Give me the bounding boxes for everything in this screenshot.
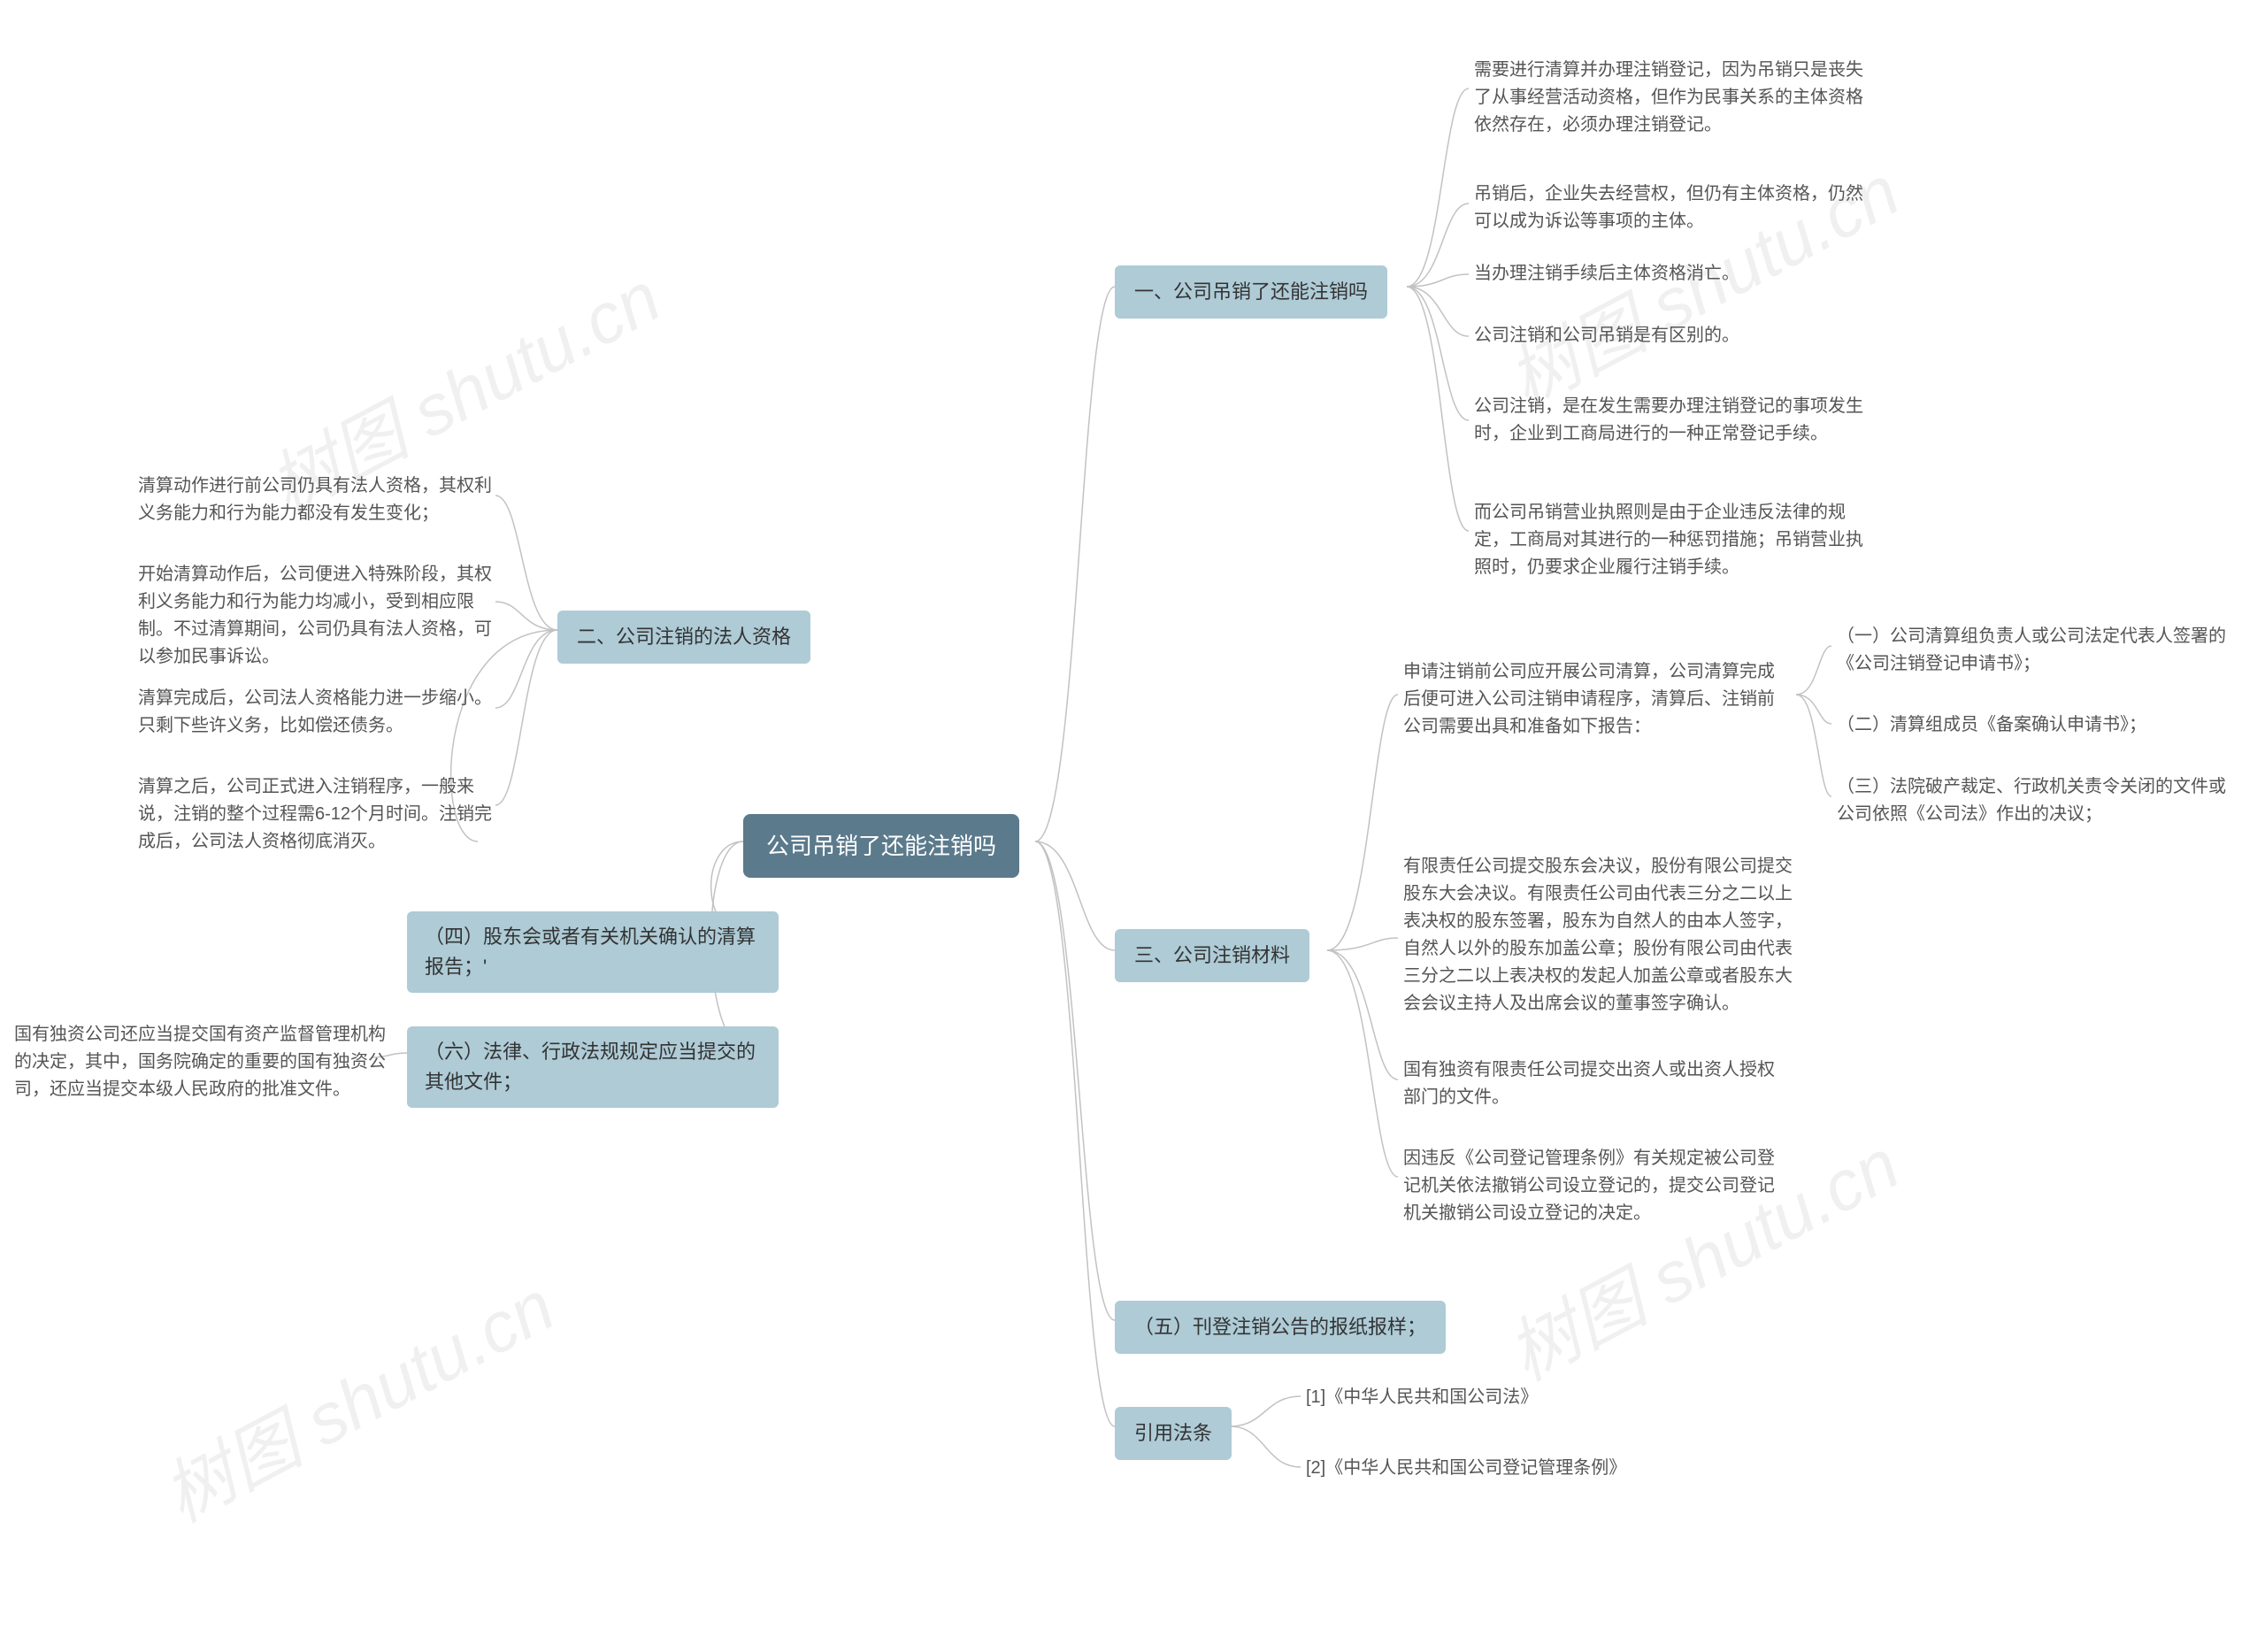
leaf-r1-3: 公司注销和公司吊销是有区别的。 bbox=[1469, 319, 1745, 353]
branch-l2[interactable]: （四）股东会或者有关机关确认的清算报告；' bbox=[407, 911, 779, 993]
leaf-r1-0: 需要进行清算并办理注销登记，因为吊销只是丧失了从事经营活动资格，但作为民事关系的… bbox=[1469, 53, 1876, 142]
leaf-l1-0: 清算动作进行前公司仍具有法人资格，其权利义务能力和行为能力都没有发生变化； bbox=[133, 469, 504, 531]
leaf-r2-1: 有限责任公司提交股东会决议，股份有限公司提交股东大会决议。有限责任公司由代表三分… bbox=[1398, 849, 1805, 1021]
watermark: 树图 shutu.cn bbox=[142, 1250, 569, 1542]
leaf-r2-3: 因违反《公司登记管理条例》有关规定被公司登记机关依法撤销公司设立登记的，提交公司… bbox=[1398, 1141, 1787, 1231]
branch-r1[interactable]: 一、公司吊销了还能注销吗 bbox=[1115, 265, 1387, 319]
leaf-r2-0-sub0: （一）公司清算组负责人或公司法定代表人签署的《公司注销登记申请书》； bbox=[1831, 619, 2238, 681]
leaf-r2-2: 国有独资有限责任公司提交出资人或出资人授权部门的文件。 bbox=[1398, 1053, 1787, 1115]
leaf-l3-0: 国有独资公司还应当提交国有资产监督管理机构的决定，其中，国务院确定的重要的国有独… bbox=[9, 1018, 398, 1107]
branch-r2[interactable]: 三、公司注销材料 bbox=[1115, 929, 1309, 982]
leaf-l1-3: 清算之后，公司正式进入注销程序，一般来说，注销的整个过程需6-12个月时间。注销… bbox=[133, 770, 504, 859]
branch-l1[interactable]: 二、公司注销的法人资格 bbox=[557, 611, 810, 664]
leaf-l1-1: 开始清算动作后，公司便进入特殊阶段，其权利义务能力和行为能力均减小，受到相应限制… bbox=[133, 557, 504, 674]
branch-r4[interactable]: 引用法条 bbox=[1115, 1407, 1232, 1460]
leaf-r2-0-sub1: （二）清算组成员《备案确认申请书》； bbox=[1831, 708, 2152, 742]
root-node[interactable]: 公司吊销了还能注销吗 bbox=[743, 814, 1019, 878]
leaf-r4-1: [2]《中华人民共和国公司登记管理条例》 bbox=[1301, 1451, 1632, 1486]
leaf-r2-0: 申请注销前公司应开展公司清算，公司清算完成后便可进入公司注销申请程序，清算后、注… bbox=[1398, 655, 1787, 744]
leaf-r4-0: [1]《中华人民共和国公司法》 bbox=[1301, 1380, 1543, 1415]
leaf-r2-0-sub2: （三）法院破产裁定、行政机关责令关闭的文件或公司依照《公司法》作出的决议； bbox=[1831, 770, 2238, 832]
leaf-r1-4: 公司注销，是在发生需要办理注销登记的事项发生时，企业到工商局进行的一种正常登记手… bbox=[1469, 389, 1876, 451]
leaf-l1-2: 清算完成后，公司法人资格能力进一步缩小。只剩下些许义务，比如偿还债务。 bbox=[133, 681, 504, 743]
branch-l3[interactable]: （六）法律、行政法规规定应当提交的其他文件； bbox=[407, 1026, 779, 1108]
mindmap-canvas: 树图 shutu.cn 树图 shutu.cn 树图 shutu.cn 树图 s… bbox=[0, 0, 2265, 1652]
leaf-r1-5: 而公司吊销营业执照则是由于企业违反法律的规定，工商局对其进行的一种惩罚措施；吊销… bbox=[1469, 496, 1876, 585]
branch-r3[interactable]: （五）刊登注销公告的报纸报样； bbox=[1115, 1301, 1446, 1354]
leaf-r1-2: 当办理注销手续后主体资格消亡。 bbox=[1469, 257, 1745, 291]
leaf-r1-1: 吊销后，企业失去经营权，但仍有主体资格，仍然可以成为诉讼等事项的主体。 bbox=[1469, 177, 1876, 239]
